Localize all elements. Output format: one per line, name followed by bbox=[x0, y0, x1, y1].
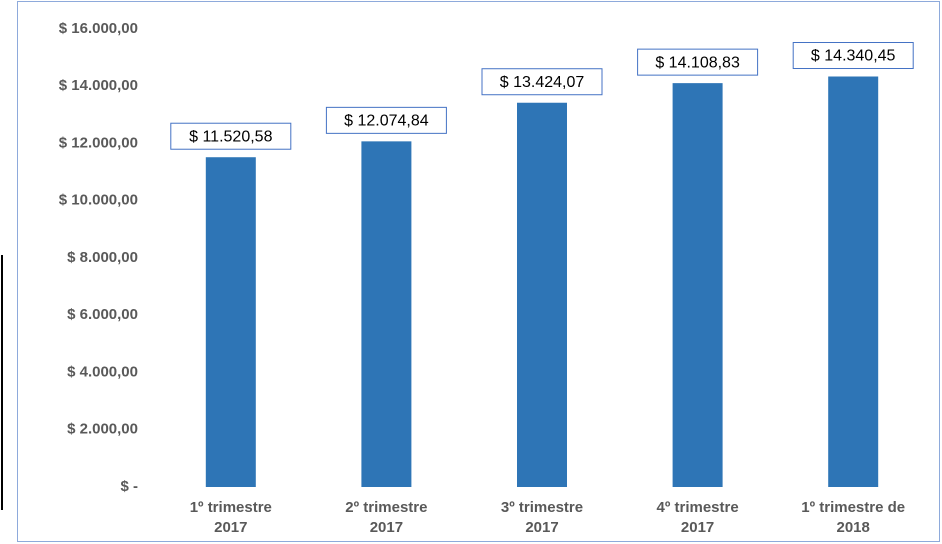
value-label: $ 12.074,84 bbox=[344, 113, 429, 130]
x-tick-line: 2017 bbox=[214, 519, 247, 536]
y-tick-label: $ 2.000,00 bbox=[67, 421, 138, 438]
x-tick-line: 4º trimestre bbox=[657, 499, 739, 516]
x-tick-label: 1º trimestre de 2018 bbox=[801, 499, 905, 536]
x-tick-line: 2017 bbox=[681, 519, 714, 536]
value-label-box bbox=[481, 68, 603, 96]
y-tick-label: $ 14.000,00 bbox=[59, 77, 138, 94]
chart-frame bbox=[17, 1, 940, 542]
y-tick-label: $ 4.000,00 bbox=[67, 363, 138, 380]
x-tick-line: 2017 bbox=[370, 519, 403, 536]
y-tick-label: $ 10.000,00 bbox=[59, 192, 138, 209]
x-tick-line: 1º trimestre bbox=[190, 499, 272, 516]
y-tick-label: $ 8.000,00 bbox=[67, 249, 138, 266]
x-tick-line: 2º trimestre bbox=[345, 499, 427, 516]
x-tick-label: 3º trimestre 2017 bbox=[501, 499, 583, 536]
value-label: $ 14.340,45 bbox=[811, 48, 896, 65]
x-tick-line: 2017 bbox=[525, 519, 558, 536]
value-label-box bbox=[170, 122, 292, 150]
bar bbox=[361, 141, 412, 487]
value-label: $ 13.424,07 bbox=[500, 74, 585, 91]
bar bbox=[672, 83, 723, 488]
x-tick-line: 3º trimestre bbox=[501, 499, 583, 516]
value-label-box bbox=[325, 106, 447, 134]
y-tick-label: $ 6.000,00 bbox=[67, 306, 138, 323]
y-tick-label: $ 16.000,00 bbox=[59, 20, 138, 37]
y-tick-label: $ - bbox=[120, 478, 138, 495]
x-tick-label: 4º trimestre 2017 bbox=[657, 499, 739, 536]
y-tick-label: $ 12.000,00 bbox=[59, 134, 138, 151]
value-label: $ 14.108,83 bbox=[655, 54, 740, 71]
bar bbox=[517, 102, 567, 487]
value-label-box bbox=[792, 42, 914, 70]
bar bbox=[205, 157, 256, 488]
x-tick-label: 1º trimestre 2017 bbox=[190, 499, 272, 536]
value-label: $ 11.520,58 bbox=[189, 128, 272, 145]
x-tick-line: 2018 bbox=[837, 519, 870, 536]
x-tick-line: 1º trimestre de bbox=[801, 499, 905, 516]
x-tick-label: 2º trimestre 2017 bbox=[345, 499, 427, 536]
value-label-box bbox=[637, 48, 759, 76]
bar bbox=[828, 76, 879, 488]
